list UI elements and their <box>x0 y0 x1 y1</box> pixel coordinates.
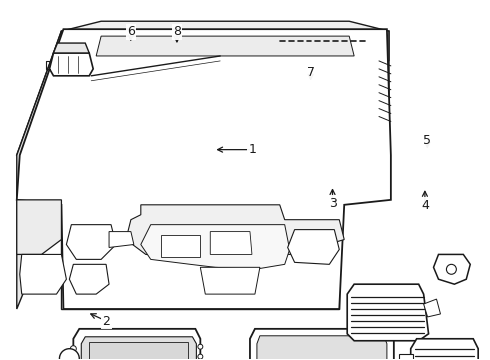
Text: 3: 3 <box>329 197 337 210</box>
Circle shape <box>71 357 76 360</box>
Polygon shape <box>70 264 109 294</box>
Polygon shape <box>411 339 478 360</box>
Polygon shape <box>17 200 61 255</box>
Text: 7: 7 <box>307 66 315 79</box>
Polygon shape <box>434 255 470 284</box>
Polygon shape <box>49 53 93 76</box>
Polygon shape <box>141 225 290 269</box>
Circle shape <box>198 354 203 359</box>
Polygon shape <box>61 21 389 61</box>
Circle shape <box>71 346 76 352</box>
Text: 1: 1 <box>248 143 256 156</box>
Polygon shape <box>74 329 200 360</box>
Polygon shape <box>257 336 387 360</box>
Polygon shape <box>288 230 339 264</box>
Circle shape <box>59 349 79 360</box>
Polygon shape <box>200 267 260 294</box>
Polygon shape <box>89 342 189 360</box>
Text: 4: 4 <box>421 198 429 212</box>
Text: 2: 2 <box>102 315 110 328</box>
Polygon shape <box>210 231 252 255</box>
Polygon shape <box>424 299 441 317</box>
Polygon shape <box>53 43 89 53</box>
Text: 8: 8 <box>173 25 181 38</box>
Polygon shape <box>399 354 413 360</box>
Polygon shape <box>347 284 429 341</box>
Polygon shape <box>81 337 196 360</box>
Polygon shape <box>250 329 394 360</box>
Circle shape <box>446 264 456 274</box>
Polygon shape <box>161 235 200 257</box>
Polygon shape <box>126 205 344 260</box>
Polygon shape <box>61 200 339 309</box>
Polygon shape <box>17 31 389 200</box>
Polygon shape <box>96 36 354 56</box>
Polygon shape <box>66 225 116 260</box>
Polygon shape <box>17 31 61 309</box>
Polygon shape <box>20 255 66 294</box>
Polygon shape <box>109 231 134 247</box>
Circle shape <box>198 344 203 349</box>
Text: 5: 5 <box>423 134 431 147</box>
Polygon shape <box>17 29 391 309</box>
Text: 6: 6 <box>127 25 135 38</box>
